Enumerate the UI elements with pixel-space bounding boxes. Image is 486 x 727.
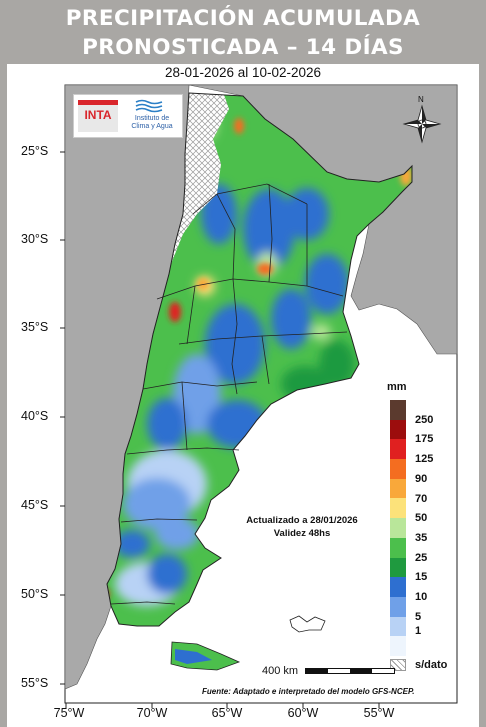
scale-bar — [305, 668, 395, 674]
legend-swatch — [390, 498, 406, 519]
legend-label: 10 — [415, 591, 428, 603]
legend-label: 70 — [415, 492, 428, 505]
inta-logo: INTA Instituto de Clima y Agua — [73, 94, 183, 138]
inta-logo-mark: INTA — [78, 100, 118, 132]
precipitation-map — [60, 84, 458, 708]
title-line-1: PRECIPITACIÓN ACUMULADA — [65, 6, 421, 31]
title-line-2: PRONOSTICADA – 14 DÍAS — [82, 35, 404, 60]
lat-label: 30°S — [21, 232, 49, 246]
legend-swatch — [390, 400, 406, 420]
province-borders — [110, 183, 348, 605]
lat-label: 40°S — [21, 409, 49, 423]
lon-label: 65°W — [211, 706, 243, 720]
legend-label: 125 — [415, 453, 434, 466]
legend-label: 5 — [415, 610, 422, 623]
lat-label: 55°S — [21, 676, 49, 690]
lat-label: 50°S — [21, 587, 49, 601]
legend-label: 175 — [415, 433, 434, 446]
lon-label: 60°W — [287, 706, 319, 720]
legend-swatch — [390, 616, 406, 637]
legend-swatch — [390, 596, 406, 617]
institute-name: Instituto de Clima y Agua — [131, 115, 173, 130]
legend-unit: mm — [387, 381, 407, 393]
map-card: 28-01-2026 al 10-02-2026 — [7, 64, 479, 727]
lat-label: 45°S — [21, 498, 49, 512]
source-note: Fuente: Adaptado e interpretado del mode… — [202, 687, 415, 696]
legend-label: 1 — [415, 625, 422, 638]
lon-label: 55°W — [363, 706, 395, 720]
legend-color-bar — [390, 400, 406, 671]
legend-swatch — [390, 537, 406, 558]
lat-label: 25°S — [21, 144, 49, 158]
legend-swatch-no-data — [390, 658, 406, 671]
banner-title: PRECIPITACIÓN ACUMULADA PRONOSTICADA – 1… — [0, 4, 486, 62]
lon-label: 75°W — [53, 706, 85, 720]
north-label: N — [418, 95, 424, 104]
legend-label: 250 — [415, 413, 434, 426]
legend-swatch — [390, 577, 406, 597]
compass-rose — [402, 104, 442, 144]
legend-label: 50 — [415, 512, 428, 525]
scale-label: 400 km — [262, 665, 299, 677]
legend-swatch — [390, 478, 406, 499]
date-range: 28-01-2026 al 10-02-2026 — [164, 65, 322, 80]
legend-label: s/dato — [415, 659, 448, 672]
legend-label: 90 — [415, 472, 428, 485]
malvinas-islands — [289, 615, 326, 633]
legend-label: 35 — [415, 531, 428, 544]
waves-icon — [135, 99, 163, 113]
legend-swatch — [390, 459, 406, 479]
lat-label: 35°S — [21, 320, 49, 334]
legend-swatch — [390, 636, 406, 656]
legend-label: 15 — [415, 571, 428, 584]
legend-label: 25 — [415, 551, 428, 564]
update-note: Actualizado a 28/01/2026 Validez 48hs — [246, 515, 358, 539]
legend-swatch — [390, 518, 406, 538]
lon-label: 70°W — [136, 706, 168, 720]
legend-swatch — [390, 419, 406, 440]
legend-swatch — [390, 439, 406, 460]
legend-swatch — [390, 557, 406, 578]
